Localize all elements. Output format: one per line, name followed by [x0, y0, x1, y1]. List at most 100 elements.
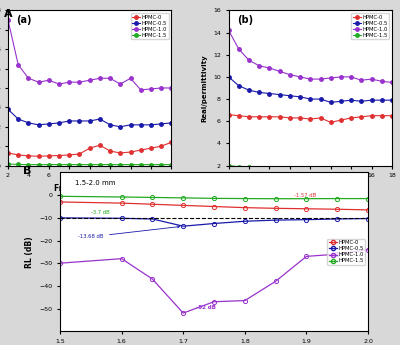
- HPMC-0.5: [87, 119, 92, 123]
- Legend: HPMC-0, HPMC-0.5, HPMC-1.0, HPMC-1.5: HPMC-0, HPMC-0.5, HPMC-1.0, HPMC-1.5: [327, 239, 365, 265]
- HPMC-0: [118, 151, 123, 155]
- HPMC-0.5: [119, 216, 124, 220]
- HPMC-1.0: [226, 28, 231, 32]
- X-axis label: Frequency (GHz): Frequency (GHz): [54, 184, 126, 193]
- HPMC-0.5: [298, 95, 302, 99]
- HPMC-1.0: [273, 279, 278, 283]
- HPMC-0.5: [338, 99, 343, 104]
- HPMC-1.0: [247, 58, 252, 62]
- HPMC-1.0: [359, 78, 364, 82]
- HPMC-1.5: [57, 162, 62, 167]
- Text: 1.5-2.0 mm: 1.5-2.0 mm: [76, 180, 116, 186]
- HPMC-1.5: [108, 162, 112, 167]
- HPMC-1.0: [118, 82, 123, 86]
- HPMC-0: [46, 154, 51, 158]
- Text: -13.68 dB: -13.68 dB: [78, 226, 180, 239]
- HPMC-1.5: [359, 166, 364, 170]
- HPMC-1.5: [257, 166, 262, 170]
- HPMC-0.5: [328, 100, 333, 105]
- HPMC-1.5: [67, 162, 72, 167]
- HPMC-1.5: [242, 197, 247, 201]
- HPMC-1.0: [119, 257, 124, 261]
- HPMC-0: [148, 146, 153, 150]
- HPMC-0.5: [128, 123, 133, 127]
- HPMC-1.0: [169, 86, 174, 90]
- HPMC-1.0: [108, 76, 112, 80]
- HPMC-0.5: [138, 123, 143, 127]
- HPMC-0.5: [366, 216, 370, 220]
- HPMC-0.5: [318, 97, 323, 101]
- HPMC-0.5: [6, 107, 10, 111]
- HPMC-1.5: [379, 166, 384, 170]
- HPMC-1.0: [277, 69, 282, 73]
- HPMC-1.0: [304, 254, 309, 258]
- HPMC-0: [16, 153, 21, 157]
- HPMC-0: [267, 115, 272, 119]
- HPMC-0.5: [181, 224, 186, 228]
- HPMC-0.5: [57, 121, 62, 125]
- HPMC-0: [257, 115, 262, 119]
- HPMC-0: [369, 114, 374, 118]
- HPMC-1.0: [267, 66, 272, 70]
- HPMC-1.0: [338, 75, 343, 79]
- HPMC-0.5: [150, 217, 155, 221]
- HPMC-0: [304, 207, 309, 211]
- HPMC-1.5: [6, 162, 10, 166]
- Text: (b): (b): [237, 15, 253, 25]
- HPMC-0.5: [98, 117, 102, 121]
- HPMC-0.5: [46, 122, 51, 126]
- HPMC-0.5: [304, 218, 309, 222]
- HPMC-1.0: [148, 87, 153, 91]
- HPMC-1.0: [150, 277, 155, 281]
- HPMC-1.5: [150, 195, 155, 199]
- HPMC-1.5: [390, 166, 394, 170]
- HPMC-1.5: [338, 166, 343, 170]
- HPMC-0: [119, 201, 124, 205]
- HPMC-1.5: [318, 166, 323, 170]
- HPMC-1.0: [181, 311, 186, 315]
- HPMC-0: [150, 202, 155, 206]
- HPMC-0: [338, 118, 343, 122]
- HPMC-1.5: [87, 162, 92, 167]
- Text: A: A: [4, 9, 13, 19]
- HPMC-0: [328, 120, 333, 125]
- Line: HPMC-0.5: HPMC-0.5: [227, 75, 394, 104]
- HPMC-1.5: [26, 162, 31, 167]
- HPMC-0.5: [77, 119, 82, 123]
- HPMC-0: [181, 203, 186, 207]
- HPMC-1.0: [67, 80, 72, 84]
- X-axis label: Frequency (GHz): Frequency (GHz): [274, 184, 346, 193]
- HPMC-0: [277, 115, 282, 119]
- HPMC-0: [226, 112, 231, 117]
- Legend: HPMC-0, HPMC-0.5, HPMC-1.0, HPMC-1.5: HPMC-0, HPMC-0.5, HPMC-1.0, HPMC-1.5: [131, 13, 169, 39]
- HPMC-0.5: [16, 117, 21, 121]
- Line: HPMC-1.5: HPMC-1.5: [227, 164, 394, 169]
- HPMC-0.5: [169, 121, 174, 125]
- HPMC-0.5: [108, 123, 112, 127]
- HPMC-1.0: [26, 76, 31, 80]
- HPMC-1.5: [128, 162, 133, 167]
- Text: (a): (a): [16, 15, 32, 25]
- Line: HPMC-1.5: HPMC-1.5: [58, 194, 370, 201]
- HPMC-1.0: [390, 80, 394, 85]
- HPMC-1.5: [366, 197, 370, 201]
- HPMC-0.5: [67, 119, 72, 123]
- HPMC-0: [36, 154, 41, 158]
- HPMC-1.5: [328, 166, 333, 170]
- HPMC-0.5: [288, 93, 292, 98]
- Line: HPMC-0: HPMC-0: [58, 200, 370, 212]
- HPMC-0.5: [247, 88, 252, 92]
- HPMC-0: [212, 205, 216, 209]
- HPMC-0: [236, 114, 241, 118]
- HPMC-0.5: [267, 91, 272, 96]
- HPMC-0.5: [277, 92, 282, 97]
- HPMC-1.0: [46, 78, 51, 82]
- Line: HPMC-0.5: HPMC-0.5: [58, 216, 370, 228]
- HPMC-0: [77, 152, 82, 156]
- HPMC-1.0: [36, 80, 41, 84]
- Line: HPMC-1.0: HPMC-1.0: [58, 247, 370, 315]
- Text: -3.7 dB: -3.7 dB: [91, 210, 110, 215]
- Legend: HPMC-0, HPMC-0.5, HPMC-1.0, HPMC-1.5: HPMC-0, HPMC-0.5, HPMC-1.0, HPMC-1.5: [351, 13, 389, 39]
- HPMC-0.5: [390, 98, 394, 102]
- HPMC-0.5: [257, 90, 262, 95]
